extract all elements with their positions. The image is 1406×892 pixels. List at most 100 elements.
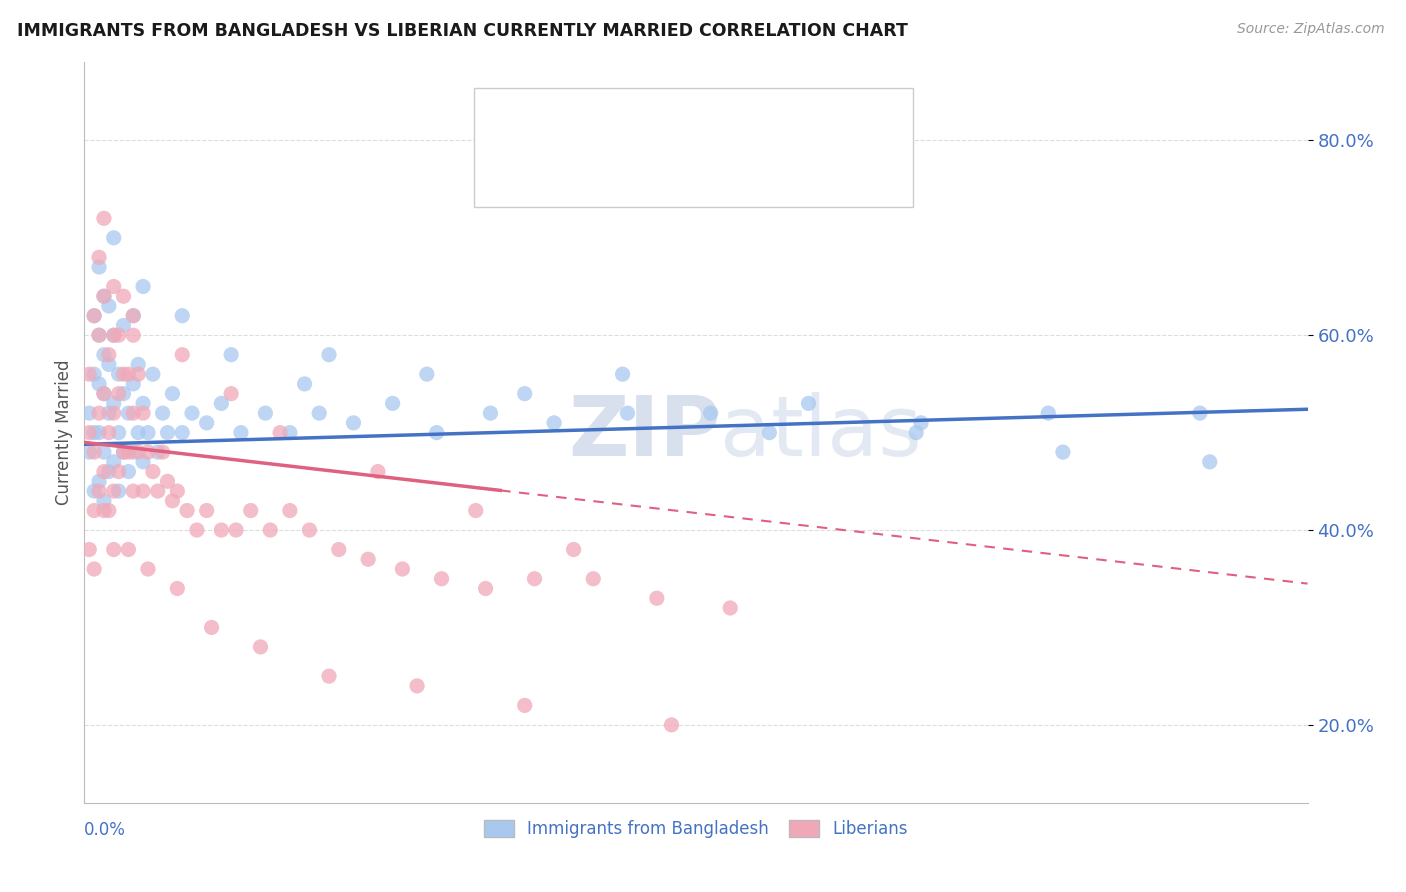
Point <box>77 425 100 440</box>
Point <box>97 503 120 517</box>
Point <box>132 406 155 420</box>
Point <box>797 396 820 410</box>
Point <box>136 562 159 576</box>
Point <box>162 493 184 508</box>
Point <box>83 503 105 517</box>
Point <box>367 465 389 479</box>
Point <box>107 386 129 401</box>
Point <box>97 348 120 362</box>
Point <box>294 376 316 391</box>
Point <box>342 416 364 430</box>
Point <box>127 425 149 440</box>
Point <box>87 425 110 440</box>
Text: atlas: atlas <box>720 392 922 473</box>
Text: ZIP: ZIP <box>568 392 720 473</box>
Point <box>357 552 380 566</box>
Point <box>562 542 585 557</box>
Point <box>172 425 194 440</box>
Point <box>87 250 110 264</box>
Point <box>93 493 115 508</box>
Point <box>127 367 149 381</box>
Point <box>83 484 105 499</box>
Point <box>103 279 125 293</box>
Point <box>513 698 536 713</box>
Point <box>391 562 413 576</box>
Legend: Immigrants from Bangladesh, Liberians: Immigrants from Bangladesh, Liberians <box>475 812 917 847</box>
Point <box>259 523 281 537</box>
Point <box>1038 406 1060 420</box>
Point <box>83 445 105 459</box>
Point <box>83 367 105 381</box>
Point <box>122 484 145 499</box>
Point <box>97 465 120 479</box>
Point <box>162 386 184 401</box>
Point <box>209 523 232 537</box>
Point <box>910 416 932 430</box>
Point <box>416 367 439 381</box>
Point <box>107 425 129 440</box>
Point <box>103 484 125 499</box>
Point <box>699 406 721 420</box>
Point <box>87 376 110 391</box>
Point <box>87 475 110 489</box>
Point <box>83 309 105 323</box>
Point <box>103 328 125 343</box>
Point <box>905 425 928 440</box>
Point <box>122 328 145 343</box>
Point <box>93 386 115 401</box>
Point <box>523 572 546 586</box>
Point <box>93 386 115 401</box>
Point <box>269 425 291 440</box>
Point <box>142 367 165 381</box>
Point <box>142 465 165 479</box>
Point <box>219 348 242 362</box>
Point <box>152 445 174 459</box>
Point <box>278 503 301 517</box>
Point <box>122 376 145 391</box>
Point <box>77 445 100 459</box>
Point <box>117 406 139 420</box>
Y-axis label: Currently Married: Currently Married <box>55 359 73 506</box>
Point <box>112 367 135 381</box>
Point <box>156 425 179 440</box>
Point <box>166 582 188 596</box>
Point <box>107 484 129 499</box>
Text: Source: ZipAtlas.com: Source: ZipAtlas.com <box>1237 22 1385 37</box>
Point <box>103 396 125 410</box>
Point <box>122 309 145 323</box>
Point <box>308 406 330 420</box>
Point <box>239 503 262 517</box>
Point <box>93 465 115 479</box>
Point <box>318 348 340 362</box>
Point <box>181 406 204 420</box>
Point <box>758 425 780 440</box>
Point <box>146 445 169 459</box>
Point <box>661 718 683 732</box>
Point <box>117 465 139 479</box>
Point <box>93 348 115 362</box>
Point <box>87 406 110 420</box>
Point <box>195 503 218 517</box>
Point <box>112 445 135 459</box>
Point <box>186 523 208 537</box>
Point <box>122 445 145 459</box>
Point <box>464 503 486 517</box>
Point <box>645 591 668 606</box>
Point <box>83 309 105 323</box>
Point <box>209 396 232 410</box>
Point <box>122 406 145 420</box>
Point <box>318 669 340 683</box>
Point <box>328 542 350 557</box>
Point <box>176 503 198 517</box>
Point <box>156 475 179 489</box>
Point <box>97 358 120 372</box>
Point <box>132 484 155 499</box>
Point <box>112 318 135 333</box>
Text: IMMIGRANTS FROM BANGLADESH VS LIBERIAN CURRENTLY MARRIED CORRELATION CHART: IMMIGRANTS FROM BANGLADESH VS LIBERIAN C… <box>17 22 908 40</box>
Point <box>107 465 129 479</box>
Point <box>122 309 145 323</box>
Point <box>195 416 218 430</box>
Point <box>83 562 105 576</box>
Point <box>474 582 496 596</box>
Point <box>219 386 242 401</box>
